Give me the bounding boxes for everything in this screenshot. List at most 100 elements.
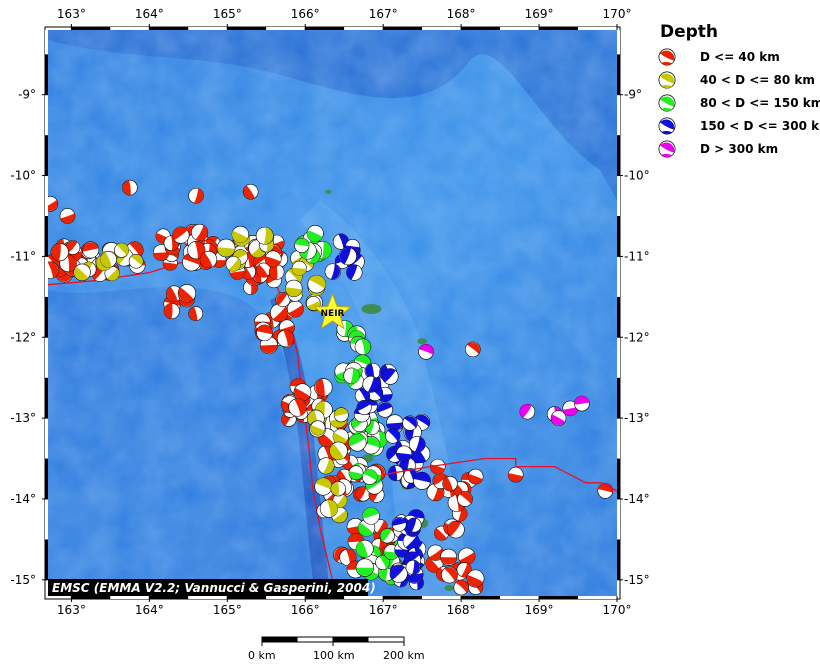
focal-mechanism <box>346 264 363 281</box>
frame-band-bottom <box>578 596 617 599</box>
focal-mechanism <box>256 324 273 342</box>
focal-mechanism <box>275 292 291 308</box>
focal-mechanism <box>408 435 426 453</box>
focal-mechanism <box>177 284 197 303</box>
frame-band-left <box>45 418 48 459</box>
legend-label: 40 < D <= 80 km <box>700 73 815 87</box>
frame-band-top <box>266 27 306 30</box>
frame-band-left <box>45 215 48 257</box>
frame-band-right <box>617 256 620 297</box>
focal-mechanism <box>291 260 307 276</box>
credit-box: EMSC (EMMA V2.2; Vannucci & Gasperini, 2… <box>48 579 376 596</box>
legend-label: D > 300 km <box>700 142 779 156</box>
frame-band-right <box>617 215 620 257</box>
frame-band-top <box>110 27 150 30</box>
focal-mechanism <box>128 253 144 269</box>
scale-label-200: 200 km <box>383 649 425 662</box>
scale-bar <box>261 636 405 646</box>
lon-label-bottom: 164° <box>135 603 164 617</box>
lon-label-bottom: 165° <box>213 603 242 617</box>
frame-band-top <box>149 27 189 30</box>
focal-mechanism <box>447 520 465 539</box>
focal-mechanism <box>348 433 367 452</box>
frame-band-right <box>617 54 620 95</box>
focal-mechanism <box>362 375 380 393</box>
focal-mechanism <box>317 457 335 475</box>
focal-mechanism <box>285 279 303 298</box>
frame-band-right <box>617 377 620 419</box>
focal-mechanism <box>356 400 372 416</box>
focal-mechanism <box>216 238 236 258</box>
focal-mechanism <box>343 367 360 385</box>
frame-band-right <box>617 458 620 499</box>
focal-mechanism <box>458 547 476 565</box>
lat-label-right: -12° <box>624 330 650 344</box>
focal-mechanism <box>364 362 381 380</box>
focal-mechanism <box>225 256 242 272</box>
focal-mechanism <box>382 368 399 385</box>
focal-mechanism <box>466 569 485 588</box>
frame-band-left <box>45 135 48 176</box>
focal-mechanism <box>294 237 310 253</box>
focal-mechanism <box>188 187 204 204</box>
frame-band-left <box>45 256 48 297</box>
focal-mechanism <box>269 303 289 323</box>
focal-mechanism <box>59 208 76 224</box>
focal-mechanism <box>413 471 431 490</box>
frame-band-bottom <box>539 596 579 599</box>
lat-label-left: -15° <box>10 573 36 587</box>
frame-band-top <box>461 27 501 30</box>
frame-band-bottom <box>305 596 345 599</box>
station-label: NEIR <box>321 309 345 319</box>
focal-mechanism <box>375 555 391 570</box>
frame-band-right <box>617 30 620 55</box>
focal-mechanism <box>255 226 274 245</box>
focal-mechanism <box>574 395 590 412</box>
focal-mechanism <box>348 465 364 481</box>
focal-mechanism <box>319 499 338 518</box>
lat-label-left: -13° <box>10 411 36 425</box>
frame-band-bottom <box>266 596 306 599</box>
focal-mechanism <box>354 338 372 356</box>
focal-mechanism <box>406 517 422 533</box>
frame-band-left <box>45 377 48 419</box>
focal-mechanism <box>597 483 614 499</box>
legend-label: 150 < D <= 300 km <box>700 119 820 133</box>
lon-label-top: 166° <box>291 7 320 21</box>
focal-mechanism <box>332 428 349 445</box>
lat-label-left: -12° <box>10 330 36 344</box>
frame-band-left <box>45 54 48 95</box>
lat-label-right: -14° <box>624 492 650 506</box>
focal-mechanism <box>314 477 333 496</box>
frame-band-right <box>617 135 620 176</box>
focal-mechanism <box>465 341 481 358</box>
map-axis-labels: 163° 163° 164° 164° 165° 165° 166° 166° 167° 167°… <box>10 7 649 617</box>
focal-mechanism <box>338 247 357 266</box>
focal-mechanism <box>122 179 138 196</box>
beach-ball-icon <box>658 117 676 135</box>
frame-band-left <box>45 94 48 136</box>
scale-label-0: 0 km <box>248 649 276 662</box>
focal-mechanism <box>188 306 204 321</box>
island <box>444 584 455 591</box>
focal-mechanism <box>467 468 484 485</box>
focal-mechanism <box>362 507 380 525</box>
lat-label-left: -14° <box>10 492 36 506</box>
beach-ball-icon <box>658 94 676 112</box>
focal-mechanism <box>405 559 421 575</box>
focal-mechanism <box>376 401 393 418</box>
frame-band-bottom <box>71 596 111 599</box>
frame-band-left <box>45 458 48 499</box>
focal-mechanism <box>429 458 446 475</box>
focal-mechanism <box>288 398 307 417</box>
focal-mechanism <box>453 579 469 596</box>
frame-band-top <box>383 27 423 30</box>
focal-mechanism <box>191 223 209 242</box>
focal-mechanism <box>104 265 120 281</box>
beach-ball-icon <box>658 71 676 89</box>
focal-mechanism <box>82 241 100 259</box>
lon-label-top: 164° <box>135 7 164 21</box>
lon-label-bottom: 169° <box>525 603 554 617</box>
beach-ball-icon <box>658 48 676 66</box>
